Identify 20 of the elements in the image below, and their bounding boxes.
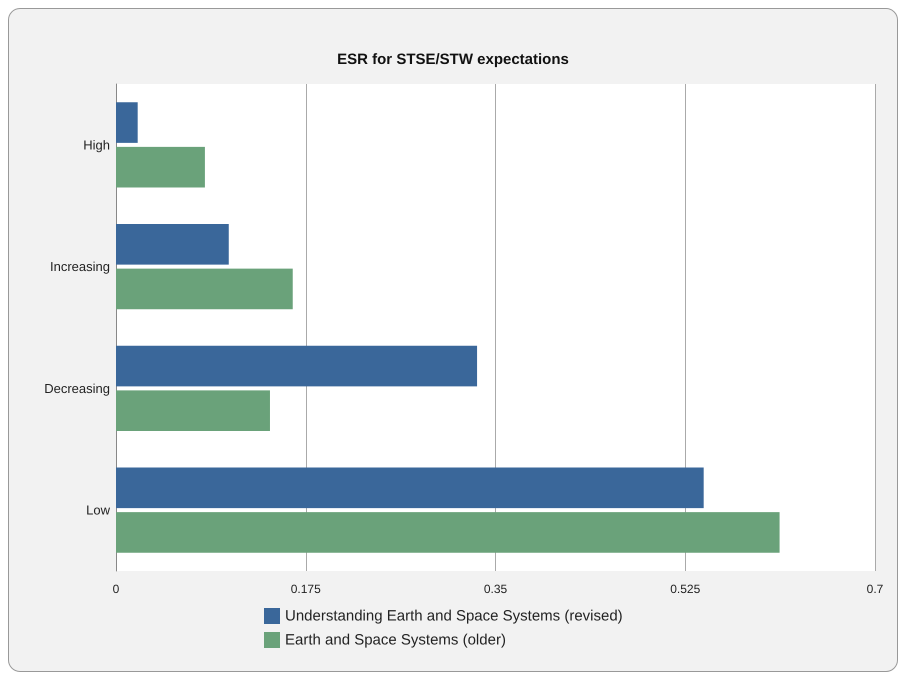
bar xyxy=(116,102,138,143)
bar xyxy=(116,512,780,553)
y-tick-label: High xyxy=(83,137,110,152)
chart-title: ESR for STSE/STW expectations xyxy=(337,51,569,68)
legend-label: Earth and Space Systems (older) xyxy=(285,632,506,648)
x-tick-label: 0.175 xyxy=(290,582,322,596)
x-tick-label: 0 xyxy=(112,582,120,596)
legend-label: Understanding Earth and Space Systems (revised) xyxy=(285,608,623,624)
bar xyxy=(116,468,704,508)
y-tick-label: Low xyxy=(86,502,111,518)
bar xyxy=(116,268,293,310)
y-tick-label: Increasing xyxy=(50,259,110,274)
x-tick-label: 0.35 xyxy=(484,582,508,596)
bar xyxy=(116,224,229,265)
x-tick-label: 0.7 xyxy=(866,582,884,596)
bar xyxy=(116,390,270,431)
bar xyxy=(116,146,205,188)
y-tick-label: Decreasing xyxy=(44,380,110,396)
x-tick-label: 0.525 xyxy=(670,582,701,596)
bar xyxy=(116,346,478,386)
